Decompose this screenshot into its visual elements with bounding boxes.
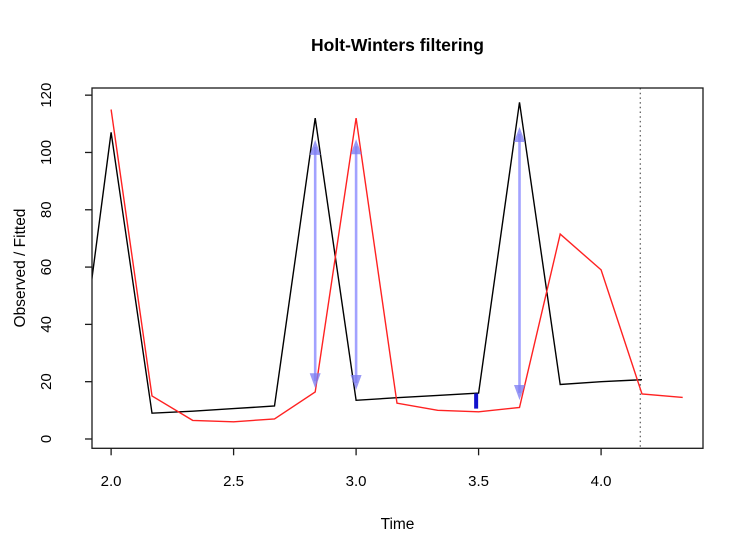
x-tick-label: 3.0 (346, 473, 367, 490)
y-tick-label: 80 (38, 201, 55, 218)
chart-title: Holt-Winters filtering (311, 35, 484, 55)
residual-arrow-head-down (514, 385, 526, 401)
residual-arrow-head-up (350, 139, 362, 155)
y-tick-label: 40 (38, 316, 55, 333)
y-tick-label: 120 (38, 83, 55, 108)
residual-arrow-head-up (309, 139, 321, 155)
fitted-line (110, 109, 683, 423)
residual-arrow-head-up (514, 126, 526, 142)
x-tick-label: 3.5 (468, 473, 489, 490)
residual-arrow-head-down (350, 374, 362, 390)
y-tick-label: 60 (38, 259, 55, 276)
x-tick-label: 4.0 (591, 473, 612, 490)
x-axis-label: Time (380, 516, 415, 533)
x-tick-label: 2.0 (101, 473, 122, 490)
y-tick-label: 100 (38, 140, 55, 165)
y-axis-label: Observed / Fitted (12, 208, 29, 328)
plot-box (91, 87, 704, 449)
residual-arrow-head-down (309, 373, 321, 389)
y-tick-label: 20 (38, 373, 55, 390)
observed-line (92, 102, 643, 414)
x-tick-label: 2.5 (223, 473, 244, 490)
y-tick-label: 0 (38, 435, 55, 443)
